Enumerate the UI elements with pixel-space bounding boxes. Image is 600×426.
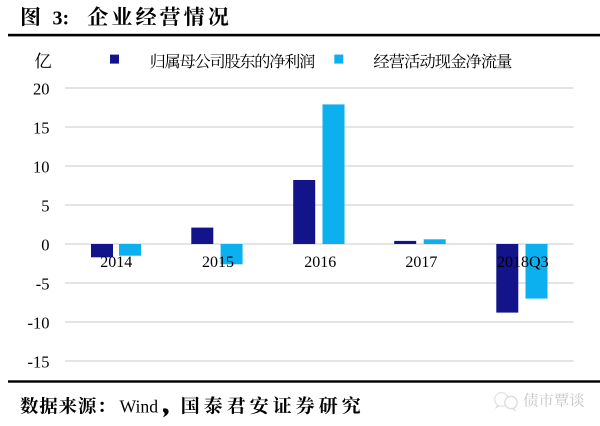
svg-text:0: 0 <box>41 236 49 255</box>
svg-text:2015: 2015 <box>202 254 234 271</box>
svg-text:-10: -10 <box>28 314 50 333</box>
svg-text:3:: 3: <box>53 7 70 29</box>
svg-text:2017: 2017 <box>405 254 437 271</box>
svg-text:2014: 2014 <box>100 254 132 271</box>
svg-text:2016: 2016 <box>304 254 336 271</box>
svg-text:20: 20 <box>33 80 50 99</box>
svg-text:2018Q3: 2018Q3 <box>497 254 549 271</box>
svg-text:15: 15 <box>33 119 50 138</box>
svg-text:-15: -15 <box>28 353 50 372</box>
svg-text:-5: -5 <box>36 275 50 294</box>
svg-text:10: 10 <box>33 158 50 177</box>
svg-text:5: 5 <box>41 197 49 216</box>
svg-text:Wind: Wind <box>120 397 159 417</box>
